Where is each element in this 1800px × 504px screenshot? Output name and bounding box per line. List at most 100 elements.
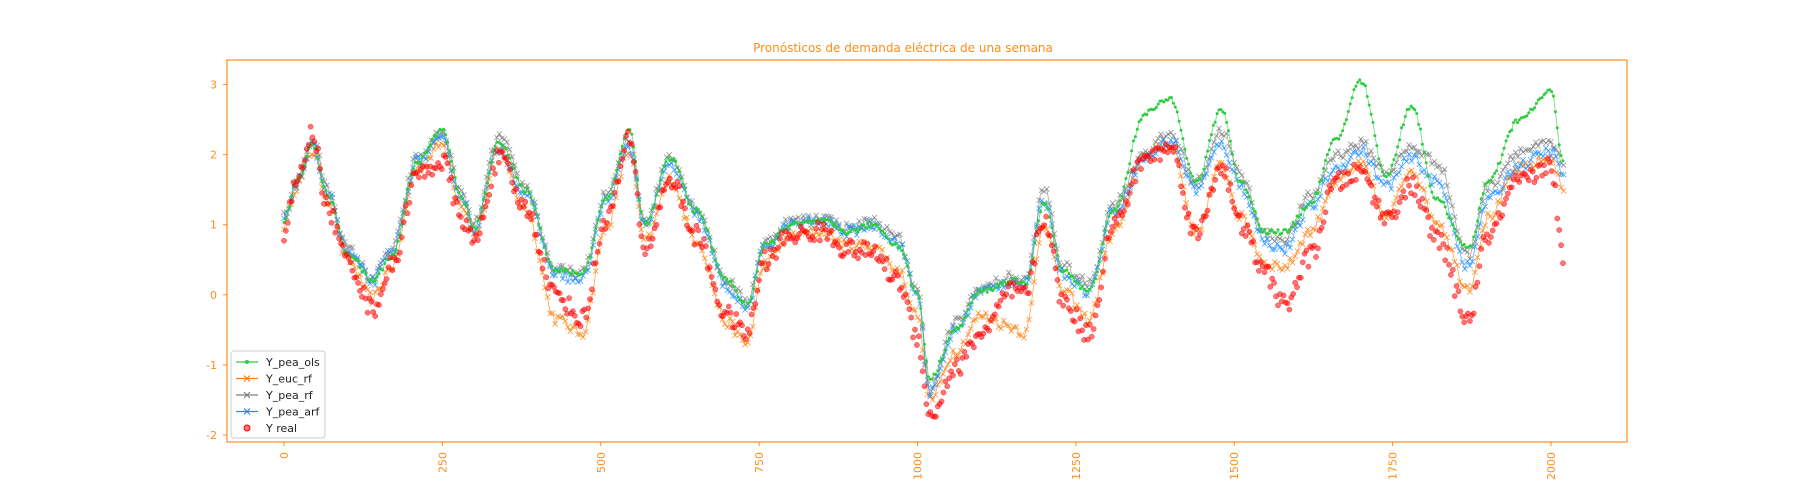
data-point xyxy=(466,211,470,215)
data-point xyxy=(1132,178,1139,185)
data-point xyxy=(1054,243,1058,247)
data-point xyxy=(1183,200,1190,206)
data-point xyxy=(1365,95,1369,98)
data-point xyxy=(467,226,474,232)
data-point xyxy=(628,141,635,148)
data-point xyxy=(1249,233,1255,240)
data-point xyxy=(368,298,375,305)
series-y-real xyxy=(281,123,1566,420)
data-point xyxy=(609,192,613,196)
data-point xyxy=(1532,149,1539,156)
data-point xyxy=(1079,273,1086,280)
data-point xyxy=(598,210,601,213)
data-point xyxy=(1344,118,1348,122)
data-point xyxy=(1413,183,1420,190)
data-point xyxy=(800,212,807,219)
legend-marker xyxy=(243,424,251,432)
data-point xyxy=(974,293,978,297)
data-point xyxy=(560,297,567,304)
data-point xyxy=(722,321,728,327)
data-point xyxy=(1530,151,1537,158)
data-point xyxy=(1449,267,1456,273)
data-point xyxy=(575,272,579,275)
data-point xyxy=(1292,253,1298,260)
data-point xyxy=(1358,78,1362,82)
data-point xyxy=(950,322,956,328)
x-tick-label: 2000 xyxy=(1545,452,1558,480)
data-point xyxy=(851,222,858,229)
data-point xyxy=(1036,240,1043,246)
data-point xyxy=(889,230,896,236)
data-point xyxy=(505,160,512,167)
data-point xyxy=(329,191,336,198)
data-point xyxy=(1325,153,1329,157)
data-point xyxy=(742,300,746,304)
data-point xyxy=(1282,250,1288,257)
data-point xyxy=(815,219,821,226)
data-point xyxy=(1162,133,1169,139)
data-point xyxy=(1417,122,1421,126)
data-point xyxy=(955,315,961,321)
data-point xyxy=(871,214,878,221)
data-point xyxy=(1325,178,1331,184)
data-point xyxy=(1556,227,1563,233)
data-point xyxy=(600,199,607,206)
data-point xyxy=(1423,207,1430,213)
data-point xyxy=(696,218,703,225)
data-point xyxy=(514,199,521,206)
data-point xyxy=(550,264,554,268)
data-point xyxy=(1527,111,1531,115)
data-point xyxy=(1527,157,1534,163)
data-point xyxy=(1340,161,1347,168)
data-point xyxy=(883,232,887,235)
data-point xyxy=(782,216,789,223)
data-point xyxy=(1231,205,1238,212)
data-point xyxy=(1443,205,1447,209)
data-point xyxy=(914,342,920,348)
data-point xyxy=(383,262,387,265)
data-point xyxy=(736,295,740,299)
data-point xyxy=(1408,167,1415,174)
legend: Y_pea_ols Y_euc_rf Y_pea_rf Y_pea_arf Y real xyxy=(230,350,326,439)
data-point xyxy=(1172,144,1179,150)
data-point xyxy=(1327,171,1334,178)
data-point xyxy=(444,160,451,167)
data-point xyxy=(645,220,649,224)
data-point xyxy=(983,287,987,291)
data-point xyxy=(1204,155,1208,159)
data-point xyxy=(660,170,664,174)
data-point xyxy=(564,324,571,330)
data-point xyxy=(1394,209,1401,216)
data-point xyxy=(480,206,484,210)
data-point xyxy=(1520,157,1527,163)
data-point xyxy=(1453,283,1460,289)
data-point xyxy=(898,245,902,249)
data-point xyxy=(1390,200,1397,207)
data-point xyxy=(1515,166,1521,173)
data-point xyxy=(1398,138,1402,142)
data-point xyxy=(963,353,970,360)
data-point xyxy=(664,160,668,164)
data-point xyxy=(1461,266,1468,272)
x-tick-label: 500 xyxy=(595,452,608,473)
data-point xyxy=(1005,269,1012,276)
data-point xyxy=(1244,188,1248,192)
data-point xyxy=(1444,182,1451,189)
data-point xyxy=(1525,114,1529,118)
data-point xyxy=(1293,222,1297,226)
data-point xyxy=(1009,293,1015,300)
data-point xyxy=(1048,220,1055,227)
data-point xyxy=(1195,184,1202,191)
data-point xyxy=(1540,96,1544,100)
data-point xyxy=(1497,189,1504,196)
data-point xyxy=(919,306,923,310)
data-point xyxy=(971,344,977,351)
data-point xyxy=(1225,187,1232,193)
data-point xyxy=(945,340,949,343)
data-point xyxy=(957,327,961,331)
data-point xyxy=(881,229,885,233)
data-point xyxy=(524,182,531,189)
data-point xyxy=(1223,152,1230,158)
data-point xyxy=(1393,195,1400,201)
